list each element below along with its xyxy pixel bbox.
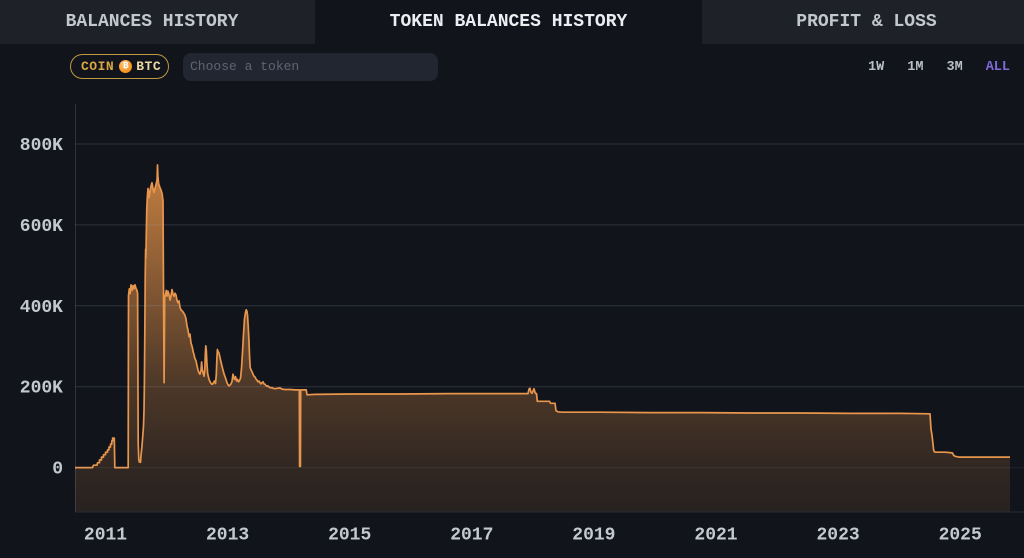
svg-text:2015: 2015: [328, 526, 371, 546]
svg-text:2025: 2025: [939, 526, 982, 546]
svg-text:800K: 800K: [20, 136, 63, 156]
svg-text:2013: 2013: [206, 526, 249, 546]
svg-text:2023: 2023: [816, 526, 859, 546]
svg-text:2021: 2021: [694, 526, 737, 546]
svg-text:0: 0: [52, 460, 63, 480]
svg-text:2019: 2019: [572, 526, 615, 546]
svg-text:2017: 2017: [450, 526, 493, 546]
svg-text:600K: 600K: [20, 217, 63, 237]
svg-text:200K: 200K: [20, 379, 63, 399]
svg-text:2011: 2011: [84, 526, 127, 546]
svg-text:400K: 400K: [20, 298, 63, 318]
